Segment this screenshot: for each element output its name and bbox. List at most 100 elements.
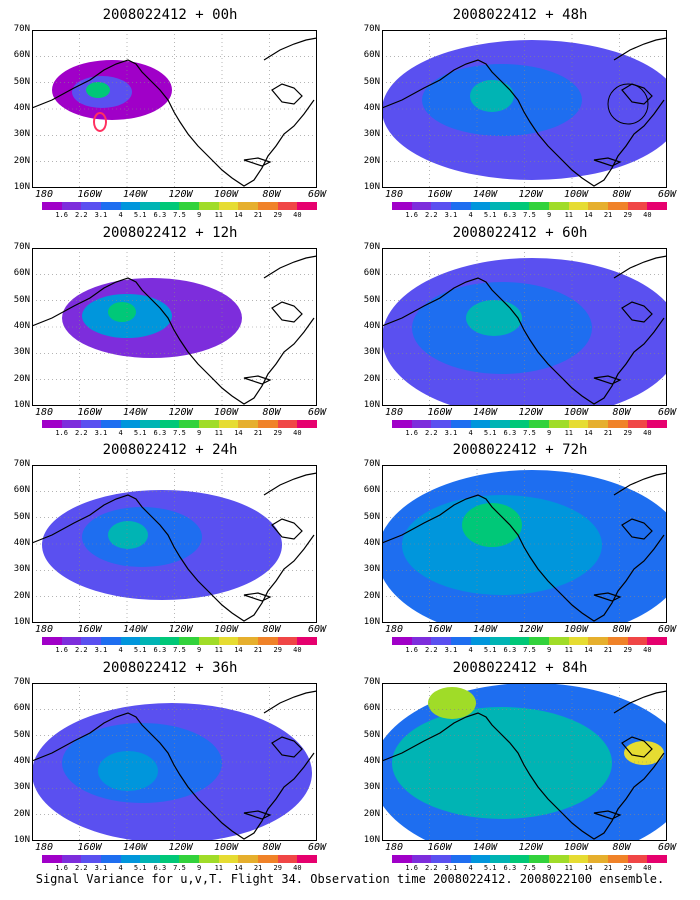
colorbar-label: 2.2 (74, 429, 88, 437)
lat-tick-label: 30N (13, 347, 30, 358)
colorbar-swatch (549, 420, 569, 428)
lon-tick-label: 180 (34, 189, 54, 200)
colorbar-label: 14 (584, 646, 593, 654)
lon-tick-label: 160W (427, 407, 452, 418)
colorbar-swatch (100, 202, 121, 210)
lon-tick-label: 60W (307, 842, 327, 853)
variance-map (32, 30, 317, 188)
lon-tick-label: 120W (518, 842, 543, 853)
lon-tick-label: 80W (612, 189, 631, 200)
lon-tick-label: 60W (657, 842, 677, 853)
colorbar-swatch (470, 637, 491, 645)
colorbar-label: 21 (253, 211, 263, 219)
lat-tick-label: 30N (13, 129, 30, 140)
lon-tick-label: 140W (472, 189, 498, 200)
variance-contour (470, 80, 514, 112)
colorbar-swatch (568, 202, 589, 210)
colorbar-swatch (120, 420, 141, 428)
colorbar-label: 6.3 (503, 646, 517, 654)
lon-tick-label: 120W (168, 407, 193, 418)
colorbar-swatch (490, 420, 510, 428)
lat-tick-label: 20N (13, 373, 30, 384)
variance-contour (108, 302, 136, 322)
lon-tick-label: 100W (213, 189, 239, 200)
lat-tick-label: 10N (13, 182, 30, 192)
lat-tick-label: 70N (13, 24, 30, 34)
colorbar-label: 5.1 (483, 646, 497, 654)
figure-caption: Signal Variance for u,v,T. Flight 34. Ob… (35, 872, 665, 886)
colorbar-swatch (100, 855, 121, 863)
lat-tick-label: 70N (13, 242, 30, 252)
map-frame (382, 465, 667, 623)
variance-contour (466, 300, 522, 336)
colorbar-label: 3.1 (444, 211, 458, 219)
lat-tick-label: 60N (13, 50, 30, 61)
colorbar-swatch (179, 420, 200, 428)
lon-tick-label: 100W (563, 189, 589, 200)
colorbar-label: 2.2 (424, 429, 438, 437)
lon-tick-label: 140W (122, 624, 148, 635)
lat-tick-label: 50N (363, 729, 380, 740)
panel-title: 2008022412 + 00h (102, 7, 238, 23)
lat-tick-label: 30N (13, 782, 30, 793)
colorbar-label: 11 (564, 211, 573, 219)
map-panel: 2008022412 + 60h 70N 60N 50N 40N 30N 20N 10N 180… (350, 223, 690, 445)
lon-tick-label: 60W (657, 407, 677, 418)
colorbar-label: 29 (623, 211, 632, 219)
colorbar-swatch (218, 855, 239, 863)
colorbar-swatch (529, 855, 550, 863)
colorbar-label: 3.1 (444, 429, 458, 437)
colorbar-label: 1.6 (55, 646, 68, 654)
lon-tick-label: 100W (563, 407, 589, 418)
lon-tick-label: 160W (427, 842, 452, 853)
map-frame (32, 248, 317, 406)
colorbar-label: 29 (623, 864, 632, 872)
colorbar-swatch (277, 202, 298, 210)
colorbar-label: 1.6 (55, 211, 68, 219)
colorbar-swatch (297, 855, 317, 863)
colorbar-swatch (450, 637, 471, 645)
colorbar-label: 14 (584, 211, 593, 219)
colorbar-label: 5.1 (483, 864, 497, 872)
colorbar-label: 5.1 (133, 429, 147, 437)
highlight-circle (607, 83, 649, 125)
colorbar-label: 14 (234, 211, 243, 219)
coastline (32, 690, 317, 840)
lat-tick-label: 20N (363, 373, 380, 384)
colorbar-label: 5.1 (483, 211, 497, 219)
colorbar-swatch (608, 855, 628, 863)
lat-tick-label: 10N (363, 835, 380, 845)
lat-tick-label: 20N (363, 590, 380, 601)
lon-tick-label: 180 (384, 407, 404, 418)
colorbar-swatch (258, 637, 278, 645)
lat-tick-label: 40N (13, 103, 30, 113)
lat-tick-label: 20N (13, 808, 30, 819)
colorbar-label: 2.2 (74, 864, 88, 872)
lon-tick-label: 140W (472, 407, 498, 418)
colorbar-swatch (120, 637, 141, 645)
colorbar-swatch (61, 202, 82, 210)
colorbar-swatch (277, 637, 298, 645)
colorbar-label: 6.3 (503, 864, 517, 872)
variance-contour (86, 82, 110, 98)
map-panel: 2008022412 + 72h 70N 60N 50N 40N 30N 20N 10N 180… (350, 440, 690, 662)
map-frame (32, 683, 317, 841)
colorbar-label: 4 (468, 211, 473, 219)
colorbar-swatch (608, 637, 628, 645)
colorbar-swatch (42, 855, 62, 863)
lon-tick-label: 100W (213, 624, 239, 635)
colorbar-label: 14 (234, 429, 243, 437)
colorbar-swatch (509, 420, 530, 428)
colorbar-swatch (159, 637, 180, 645)
colorbar-label: 29 (273, 429, 282, 437)
colorbar-label: 9 (547, 864, 552, 872)
lat-tick-label: 60N (13, 268, 30, 279)
colorbar-swatch (81, 420, 101, 428)
colorbar-label: 21 (603, 864, 613, 872)
colorbar-swatch (159, 855, 180, 863)
colorbar-swatch (61, 855, 82, 863)
lat-tick-label: 20N (363, 155, 380, 166)
lat-tick-label: 10N (363, 182, 380, 192)
colorbar-label: 7.5 (173, 429, 186, 437)
colorbar-label: 1.6 (405, 429, 418, 437)
